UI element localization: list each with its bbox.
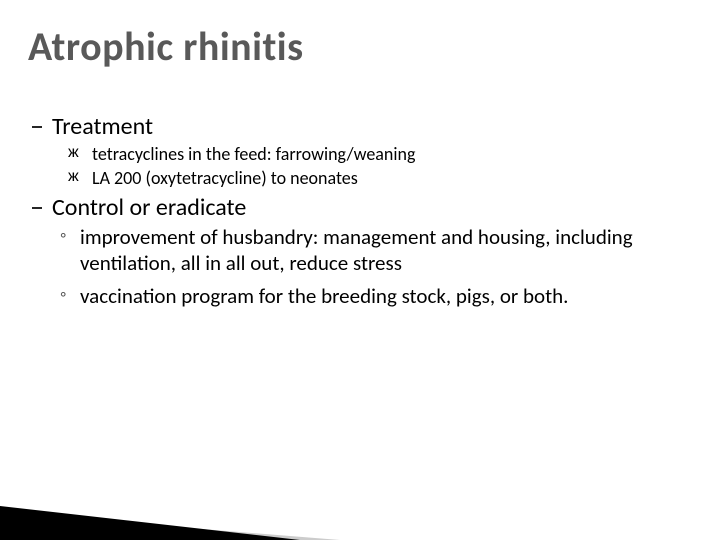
bullet-treatment: Treatment <box>28 112 692 141</box>
bullet-treatment-label: Treatment <box>52 112 153 141</box>
bullet-control: Control or eradicate <box>28 193 692 222</box>
tertiary-vaccination-label: vaccination program for the breeding sto… <box>80 283 568 309</box>
swirl-icon: ж <box>68 143 79 163</box>
circle-icon: ◦ <box>60 283 66 306</box>
tertiary-husbandry: ◦ improvement of husbandry: management a… <box>28 224 692 277</box>
tertiary-vaccination: ◦ vaccination program for the breeding s… <box>28 283 692 309</box>
swirl-icon: ж <box>68 167 79 187</box>
slide-body: Treatment ж tetracyclines in the feed: f… <box>28 110 692 315</box>
circle-icon: ◦ <box>60 224 66 247</box>
decorative-wedge-dark <box>0 506 300 540</box>
subbullet-la200: ж LA 200 (oxytetracycline) to neonates <box>28 167 692 190</box>
subbullet-tetracyclines-label: tetracyclines in the feed: farrowing/wea… <box>92 143 415 165</box>
tertiary-husbandry-label: improvement of husbandry: management and… <box>80 224 633 276</box>
subbullet-tetracyclines: ж tetracyclines in the feed: farrowing/w… <box>28 143 692 166</box>
slide-title: Atrophic rhinitis <box>28 22 304 71</box>
subbullet-la200-label: LA 200 (oxytetracycline) to neonates <box>92 167 358 189</box>
bullet-control-label: Control or eradicate <box>52 193 246 222</box>
